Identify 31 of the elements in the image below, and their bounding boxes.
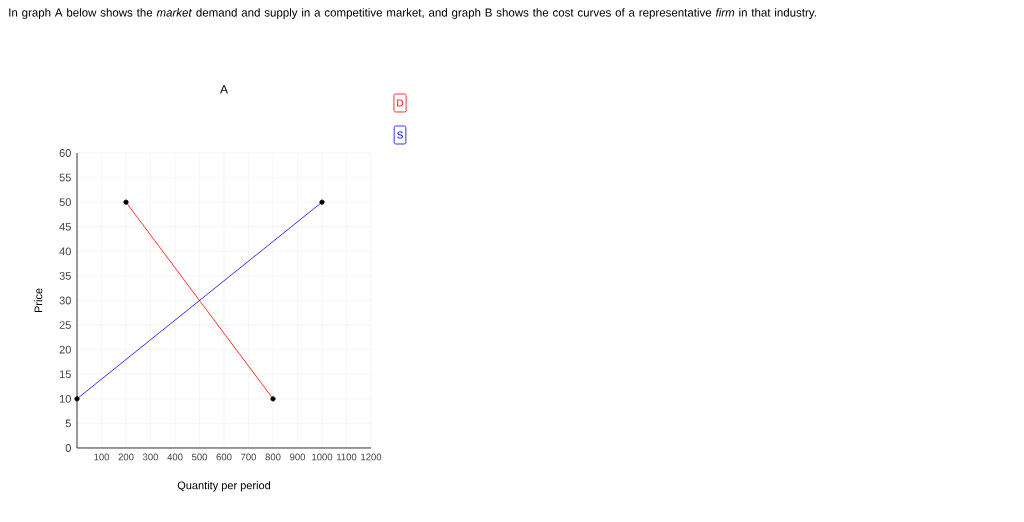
y-tick-label: 50 [59,198,71,207]
x-tick-label: 700 [241,453,257,461]
y-axis-title: Price [34,288,43,313]
chart-title: A [220,85,228,94]
text: S [397,131,403,139]
x-tick-label: 1100 [337,453,357,461]
x-tick-label: 1200 [361,453,382,461]
y-tick-label: 40 [59,247,71,256]
text: In graph A below shows the market demand and supply in a competitive market, and graph B shows the cost curves of a representative firm in that industry. [9,8,816,19]
x-axis-title: Quantity per period [177,481,271,492]
y-tick-label: 35 [59,272,71,280]
y-tick-label: 60 [59,149,71,157]
y-tick-label: 45 [59,222,71,231]
y-tick-label: 25 [59,321,71,329]
text: D [397,99,404,107]
y-tick-label: 5 [65,419,71,428]
x-tick-label: 100 [94,453,110,461]
y-tick-label: 30 [59,296,71,305]
y-tick-label: 0 [65,444,71,452]
y-tick-label: 20 [59,345,71,354]
x-tick-label: 400 [167,453,183,461]
x-tick-label: 900 [290,453,306,461]
x-tick-label: 200 [118,453,134,461]
y-tick-label: 55 [59,173,71,182]
x-tick-label: 300 [142,453,159,461]
x-tick-label: 500 [191,453,208,461]
y-tick-label: 10 [59,394,71,403]
x-tick-label: 800 [265,453,281,461]
x-tick-label: 600 [216,453,232,461]
x-tick-label: 1000 [312,453,333,461]
y-tick-label: 15 [59,370,71,379]
